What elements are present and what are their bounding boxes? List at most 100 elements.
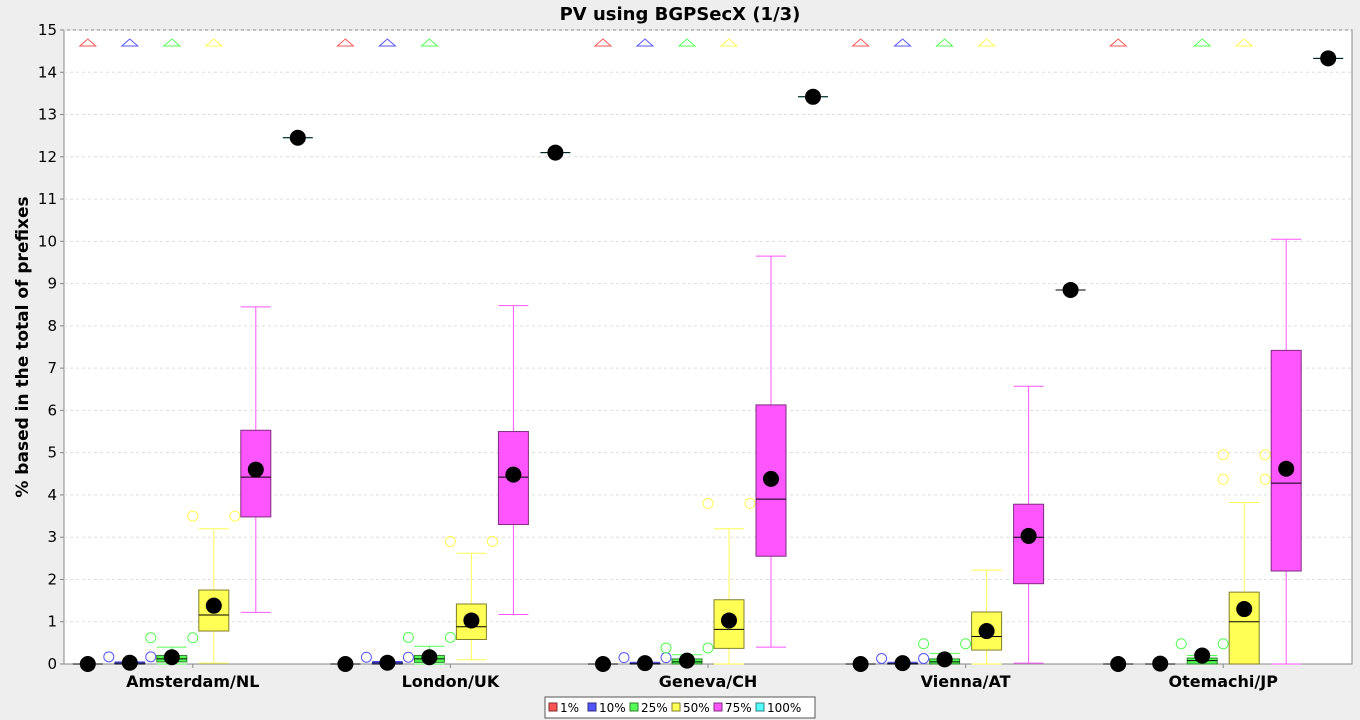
mean-marker: [79, 656, 96, 672]
legend-swatch: [548, 702, 558, 712]
y-tick-label: 4: [47, 486, 57, 504]
far-out-marker: [120, 38, 140, 47]
outlier-marker: [876, 653, 888, 665]
legend-swatch: [629, 702, 639, 712]
y-tick-label: 1: [47, 613, 57, 631]
outlier-marker: [187, 632, 199, 644]
outlier-marker: [145, 632, 157, 644]
box-1-4: [1145, 655, 1176, 672]
y-tick-label: 3: [47, 528, 57, 546]
mean-marker: [121, 654, 138, 671]
box-2-1: [402, 38, 456, 666]
box-5-1: [540, 144, 571, 161]
box-3-1: [444, 535, 498, 661]
outlier-marker: [402, 631, 414, 643]
far-out-marker: [935, 38, 954, 47]
outlier-marker: [918, 653, 930, 665]
y-tick-label: 6: [47, 401, 57, 419]
mean-marker: [763, 470, 779, 487]
y-tick-label: 2: [47, 570, 57, 588]
legend-label: 50%: [683, 701, 710, 715]
outlier-marker: [486, 535, 498, 547]
y-tick-label: 11: [38, 190, 57, 208]
y-tick-label: 13: [38, 106, 57, 124]
far-out-marker: [719, 38, 739, 47]
category-label: Vienna/AT: [921, 672, 1011, 691]
mean-marker: [163, 649, 180, 666]
box-0-3: [845, 38, 876, 672]
legend-label: 10%: [599, 701, 626, 715]
box-2-2: [660, 38, 714, 669]
outlier-marker: [702, 642, 714, 654]
far-out-marker: [977, 38, 996, 47]
outlier-marker: [1217, 473, 1229, 485]
y-tick-label: 9: [47, 275, 57, 293]
y-tick-label: 0: [47, 655, 57, 673]
far-out-marker: [1192, 38, 1212, 47]
box-5-0: [282, 129, 313, 146]
outlier-marker: [145, 651, 157, 663]
legend-label: 100%: [767, 701, 801, 715]
outlier-marker: [444, 631, 456, 643]
mean-marker: [1020, 527, 1037, 544]
mean-marker: [978, 623, 995, 640]
outlier-marker: [360, 651, 372, 663]
plot-area: [63, 29, 1353, 665]
box-0-4: [1103, 38, 1134, 672]
mean-marker: [463, 612, 480, 629]
outlier-marker: [103, 651, 115, 663]
box-2-4: [1175, 38, 1229, 665]
box-4-0: [240, 306, 272, 613]
far-out-marker: [78, 38, 98, 47]
far-out-marker: [851, 38, 870, 47]
far-out-marker: [1234, 38, 1254, 47]
outlier-marker: [702, 497, 714, 509]
outlier-marker: [229, 510, 241, 522]
mean-marker: [1110, 656, 1127, 672]
far-out-marker: [893, 38, 912, 47]
y-tick-label: 8: [47, 317, 57, 335]
legend: 1% 10% 25% 50% 75% 100%: [544, 696, 816, 719]
mean-marker: [679, 652, 695, 669]
far-out-marker: [1108, 38, 1128, 47]
mean-marker: [894, 655, 911, 672]
box-5-3: [1055, 281, 1086, 298]
y-tick-label: 7: [47, 359, 57, 377]
box-3-3: [971, 38, 1003, 665]
box-3-2: [702, 38, 756, 665]
box-0-1: [330, 38, 361, 672]
far-out-marker: [677, 38, 697, 47]
mean-marker: [337, 656, 354, 672]
outlier-marker: [1259, 473, 1271, 485]
chart-marks: [72, 38, 1344, 672]
box-0-2: [588, 38, 618, 672]
outlier-marker: [1259, 449, 1271, 461]
mean-marker: [379, 654, 396, 671]
y-tick-label: 12: [38, 148, 57, 166]
box-3-4: [1217, 38, 1271, 665]
grid: [64, 29, 1352, 623]
legend-label: 1%: [560, 701, 579, 715]
box-2-3: [918, 38, 972, 668]
mean-marker: [1062, 281, 1079, 298]
far-out-marker: [162, 38, 182, 47]
box-4-2: [755, 255, 787, 648]
category-label: Amsterdam/NL: [126, 672, 259, 691]
y-tick-label: 15: [38, 21, 57, 39]
box-body: [1270, 349, 1302, 572]
outlier-marker: [744, 497, 756, 509]
category-label: London/UK: [402, 672, 500, 691]
far-out-marker: [635, 38, 655, 47]
box-0-0: [72, 38, 103, 672]
x-categories: Amsterdam/NL London/UK Geneva/CH Vienna/AT O…: [126, 664, 1278, 691]
mean-marker: [1194, 647, 1211, 664]
mean-marker: [289, 129, 306, 146]
box-1-3: [876, 38, 930, 672]
box-5-2: [798, 88, 828, 105]
mean-marker: [205, 597, 222, 614]
mean-marker: [637, 655, 653, 672]
chart-title: PV using BGPSecX (1/3): [560, 4, 801, 25]
outlier-marker: [960, 638, 972, 650]
